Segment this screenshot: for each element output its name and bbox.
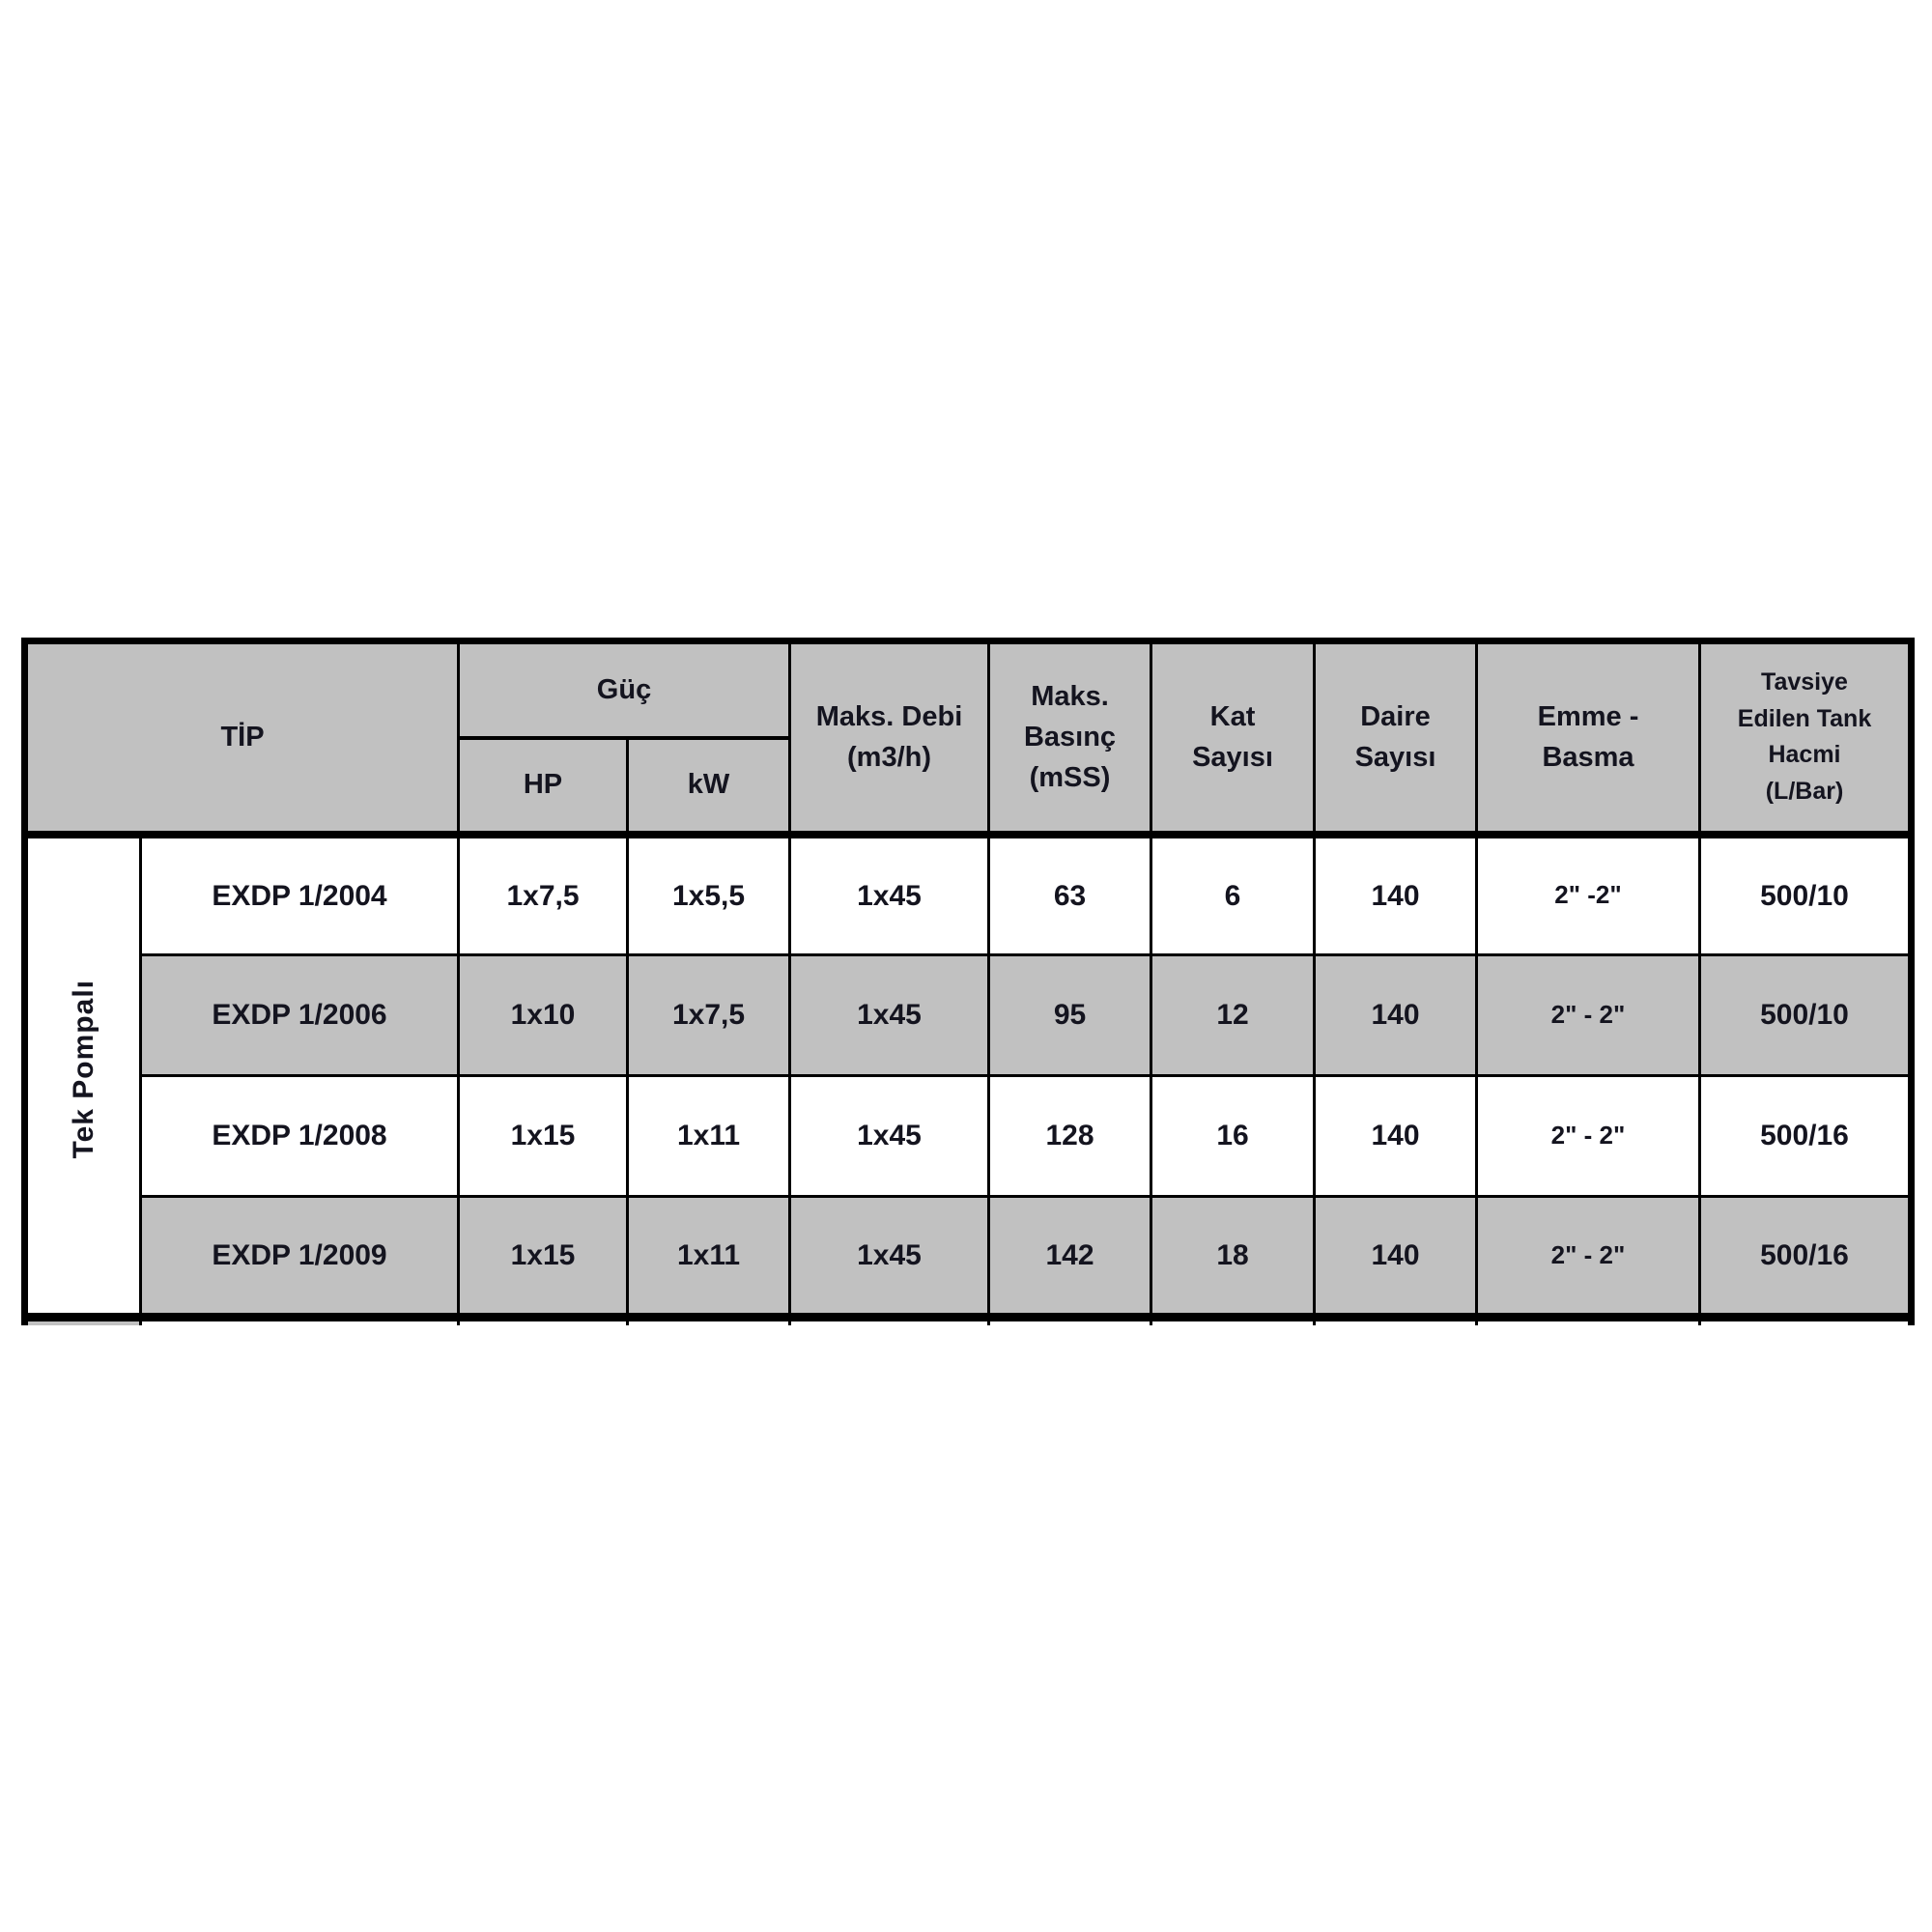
cell-debi: 1x45 (788, 833, 990, 956)
col-header-tavsiye-tank: Tavsiye Edilen Tank Hacmi (L/Bar) (1698, 639, 1913, 838)
cell-emme-basma: 2" - 2" (1475, 1195, 1701, 1321)
table-row: Tek Pompalı EXDP 1/2004 1x7,5 1x5,5 1x45… (23, 833, 1913, 1321)
cell-kw: 1x11 (626, 1195, 791, 1321)
cell-debi: 1x45 (788, 1074, 990, 1198)
stub-cell (457, 1317, 629, 1325)
cell-tank: 500/16 (1698, 1195, 1913, 1321)
cutoff-row-stub (23, 1317, 1913, 1325)
cell-kat: 12 (1150, 953, 1316, 1077)
stub-cell (1150, 1317, 1316, 1325)
cell-hp: 1x7,5 (457, 833, 629, 956)
cell-kw: 1x5,5 (626, 833, 791, 956)
col-header-guc: Güç (457, 639, 791, 740)
cell-kw: 1x11 (626, 1074, 791, 1198)
stub-cell (139, 1317, 460, 1325)
cell-type: EXDP 1/2009 (139, 1195, 460, 1321)
group-label: Tek Pompalı (67, 980, 99, 1159)
col-header-kat-sayisi: Kat Sayısı (1150, 639, 1316, 838)
cell-tank: 500/10 (1698, 953, 1913, 1077)
cell-basinc: 142 (987, 1195, 1152, 1321)
cell-emme-basma: 2" -2" (1475, 833, 1701, 956)
cell-kat: 16 (1150, 1074, 1316, 1198)
table-header: TİP Güç Maks. Debi (m3/h) Maks. Basınç (… (23, 639, 1913, 838)
cell-basinc: 95 (987, 953, 1152, 1077)
col-header-tip: TİP (23, 639, 460, 838)
pump-spec-table: TİP Güç Maks. Debi (m3/h) Maks. Basınç (… (21, 638, 1915, 1325)
cell-type: EXDP 1/2004 (139, 833, 460, 956)
cell-debi: 1x45 (788, 953, 990, 1077)
stub-cell (626, 1317, 791, 1325)
cell-kat: 18 (1150, 1195, 1316, 1321)
cell-debi: 1x45 (788, 1195, 990, 1321)
cell-emme-basma: 2" - 2" (1475, 953, 1701, 1077)
col-header-maks-basinc: Maks. Basınç (mSS) (987, 639, 1152, 838)
stub-cell (788, 1317, 990, 1325)
stub-cell (23, 1317, 142, 1325)
cell-hp: 1x15 (457, 1074, 629, 1198)
cell-daire: 140 (1313, 833, 1478, 956)
table-row: EXDP 1/2008 1x15 1x11 1x45 128 16 140 2"… (25, 1074, 1913, 1198)
cell-tank: 500/16 (1698, 1074, 1913, 1198)
table-row: EXDP 1/2009 1x15 1x11 1x45 142 18 140 2"… (25, 1195, 1913, 1321)
group-label-cell: Tek Pompalı (23, 833, 142, 1321)
stub-cell (1698, 1317, 1913, 1325)
col-header-maks-debi: Maks. Debi (m3/h) (788, 639, 990, 838)
table-row: EXDP 1/2006 1x10 1x7,5 1x45 95 12 140 2"… (25, 953, 1913, 1077)
cell-type: EXDP 1/2008 (139, 1074, 460, 1198)
cell-daire: 140 (1313, 1195, 1478, 1321)
stub-cell (987, 1317, 1152, 1325)
stub-cell (1475, 1317, 1701, 1325)
cell-basinc: 63 (987, 833, 1152, 956)
cell-type: EXDP 1/2006 (139, 953, 460, 1077)
col-header-emme-basma: Emme - Basma (1475, 639, 1701, 838)
cell-hp: 1x15 (457, 1195, 629, 1321)
cell-tank: 500/10 (1698, 833, 1913, 956)
col-header-hp: HP (457, 736, 629, 838)
stub-cell (1313, 1317, 1478, 1325)
cell-hp: 1x10 (457, 953, 629, 1077)
cell-emme-basma: 2" - 2" (1475, 1074, 1701, 1198)
col-header-daire-sayisi: Daire Sayısı (1313, 639, 1478, 838)
cell-daire: 140 (1313, 1074, 1478, 1198)
cell-daire: 140 (1313, 953, 1478, 1077)
cell-kat: 6 (1150, 833, 1316, 956)
cell-kw: 1x7,5 (626, 953, 791, 1077)
cell-basinc: 128 (987, 1074, 1152, 1198)
col-header-kw: kW (626, 736, 791, 838)
